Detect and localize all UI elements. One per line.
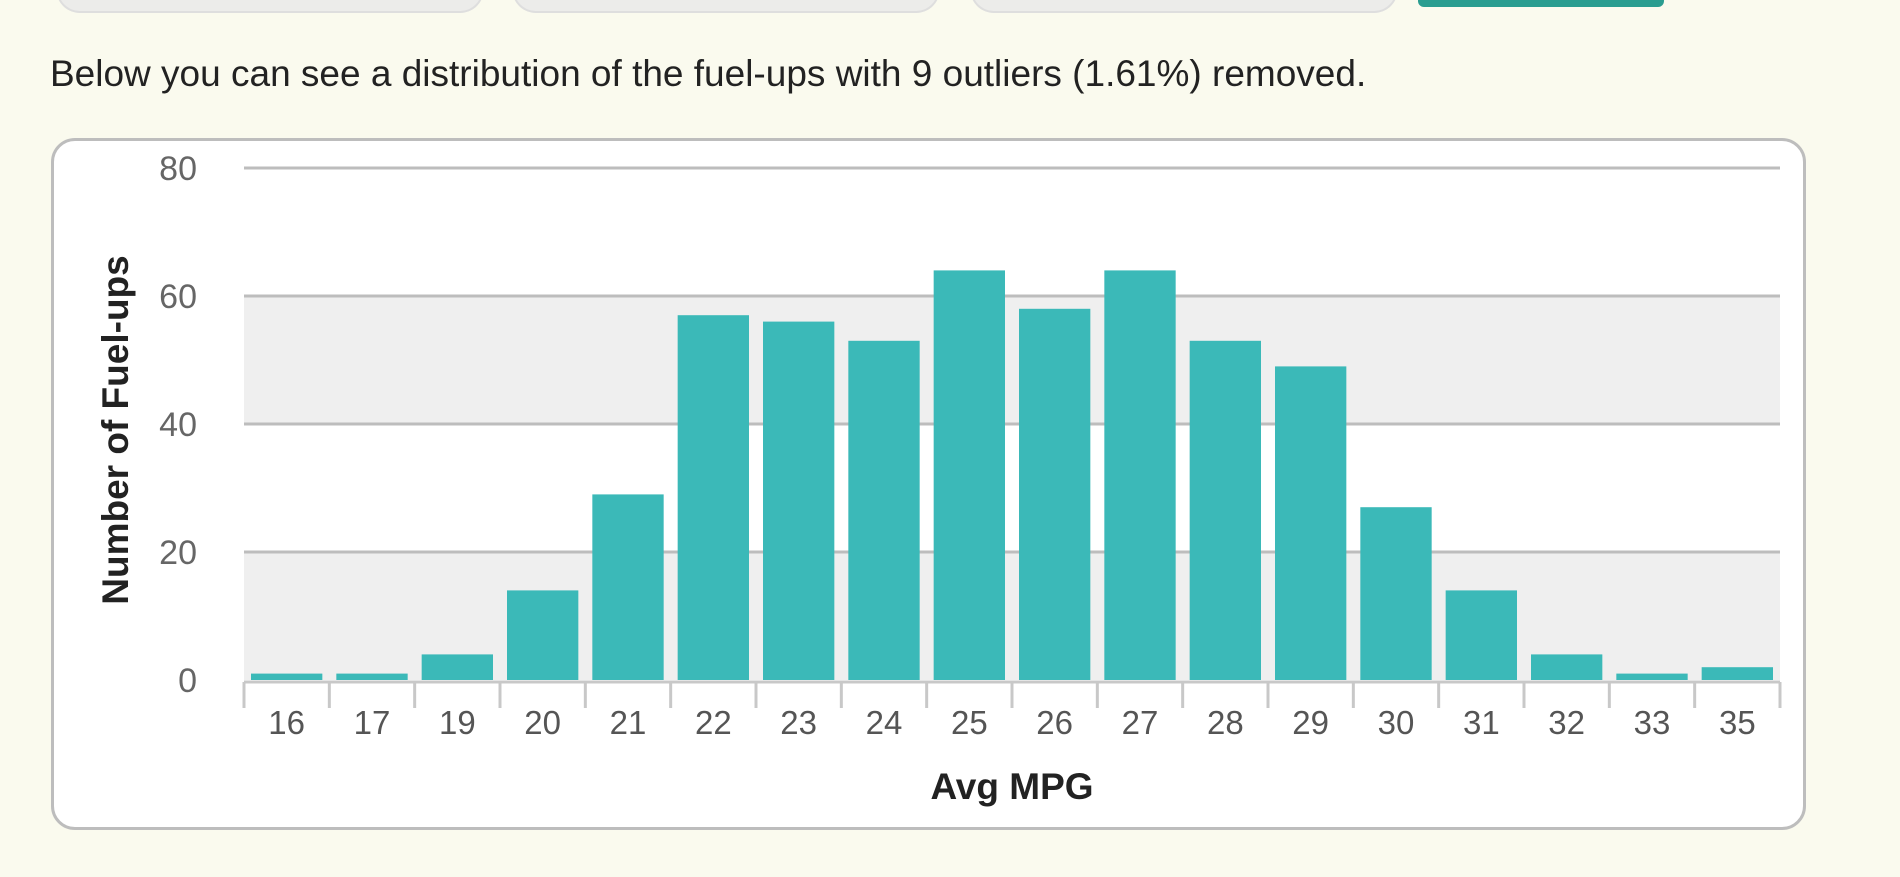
mpg-distribution-chart-card: 0 20 40 60 80 16 17 19 20 21 22 23 24 25 26 27 28 29 30 31… (51, 138, 1806, 830)
x-tick-label: 27 (1122, 704, 1159, 741)
histogram-bar[interactable] (933, 270, 1005, 680)
x-tick-label: 26 (1036, 704, 1073, 741)
x-tick-label: 22 (695, 704, 732, 741)
grid-band (244, 296, 1780, 424)
histogram-bar[interactable] (677, 315, 749, 680)
x-tick-label: 16 (268, 704, 305, 741)
histogram-bar[interactable] (336, 673, 408, 680)
x-tick-label: 23 (780, 704, 817, 741)
histogram-bar[interactable] (1189, 340, 1261, 680)
active-tab-button[interactable] (1418, 0, 1664, 7)
tab-button-1[interactable] (56, 0, 484, 13)
grid-band (244, 552, 1780, 680)
x-tick-label: 24 (866, 704, 903, 741)
histogram-bar[interactable] (763, 321, 835, 680)
outliers-description: Below you can see a distribution of the … (50, 53, 1367, 94)
x-axis-title: Avg MPG (930, 766, 1093, 807)
x-tick-label: 17 (354, 704, 391, 741)
x-tick-label: 35 (1719, 704, 1756, 741)
x-tick-label: 21 (610, 704, 647, 741)
y-tick-label: 40 (159, 406, 197, 444)
x-tick-label: 33 (1634, 704, 1671, 741)
x-tick-label: 31 (1463, 704, 1500, 741)
histogram-bar[interactable] (421, 654, 493, 680)
histogram-bar[interactable] (507, 590, 579, 680)
x-tick-label: 19 (439, 704, 476, 741)
histogram-bar[interactable] (1445, 590, 1517, 680)
histogram-bar[interactable] (1531, 654, 1603, 680)
y-tick-label: 60 (159, 278, 197, 316)
x-tick-label: 32 (1548, 704, 1585, 741)
histogram-bar[interactable] (1019, 308, 1091, 680)
histogram-bar[interactable] (1360, 507, 1432, 680)
mpg-distribution-chart: 0 20 40 60 80 16 17 19 20 21 22 23 24 25 26 27 28 29 30 31… (95, 150, 1782, 807)
y-tick-label: 80 (159, 150, 197, 188)
x-tick-label: 25 (951, 704, 988, 741)
x-tick-label: 28 (1207, 704, 1244, 741)
histogram-bar[interactable] (1275, 366, 1347, 680)
y-tick-label: 0 (178, 662, 197, 700)
x-tick-label: 30 (1378, 704, 1415, 741)
tab-button-3[interactable] (970, 0, 1398, 13)
histogram-bar[interactable] (251, 673, 323, 680)
tab-button-2[interactable] (512, 0, 940, 13)
histogram-bar[interactable] (1701, 667, 1773, 680)
histogram-bar[interactable] (1104, 270, 1176, 680)
x-tick-label: 29 (1292, 704, 1329, 741)
y-tick-label: 20 (159, 534, 197, 572)
histogram-bar[interactable] (848, 340, 920, 680)
y-axis-title: Number of Fuel-ups (95, 255, 136, 604)
x-tick-label: 20 (524, 704, 561, 741)
histogram-bar[interactable] (592, 494, 664, 680)
histogram-bar[interactable] (1616, 673, 1688, 680)
